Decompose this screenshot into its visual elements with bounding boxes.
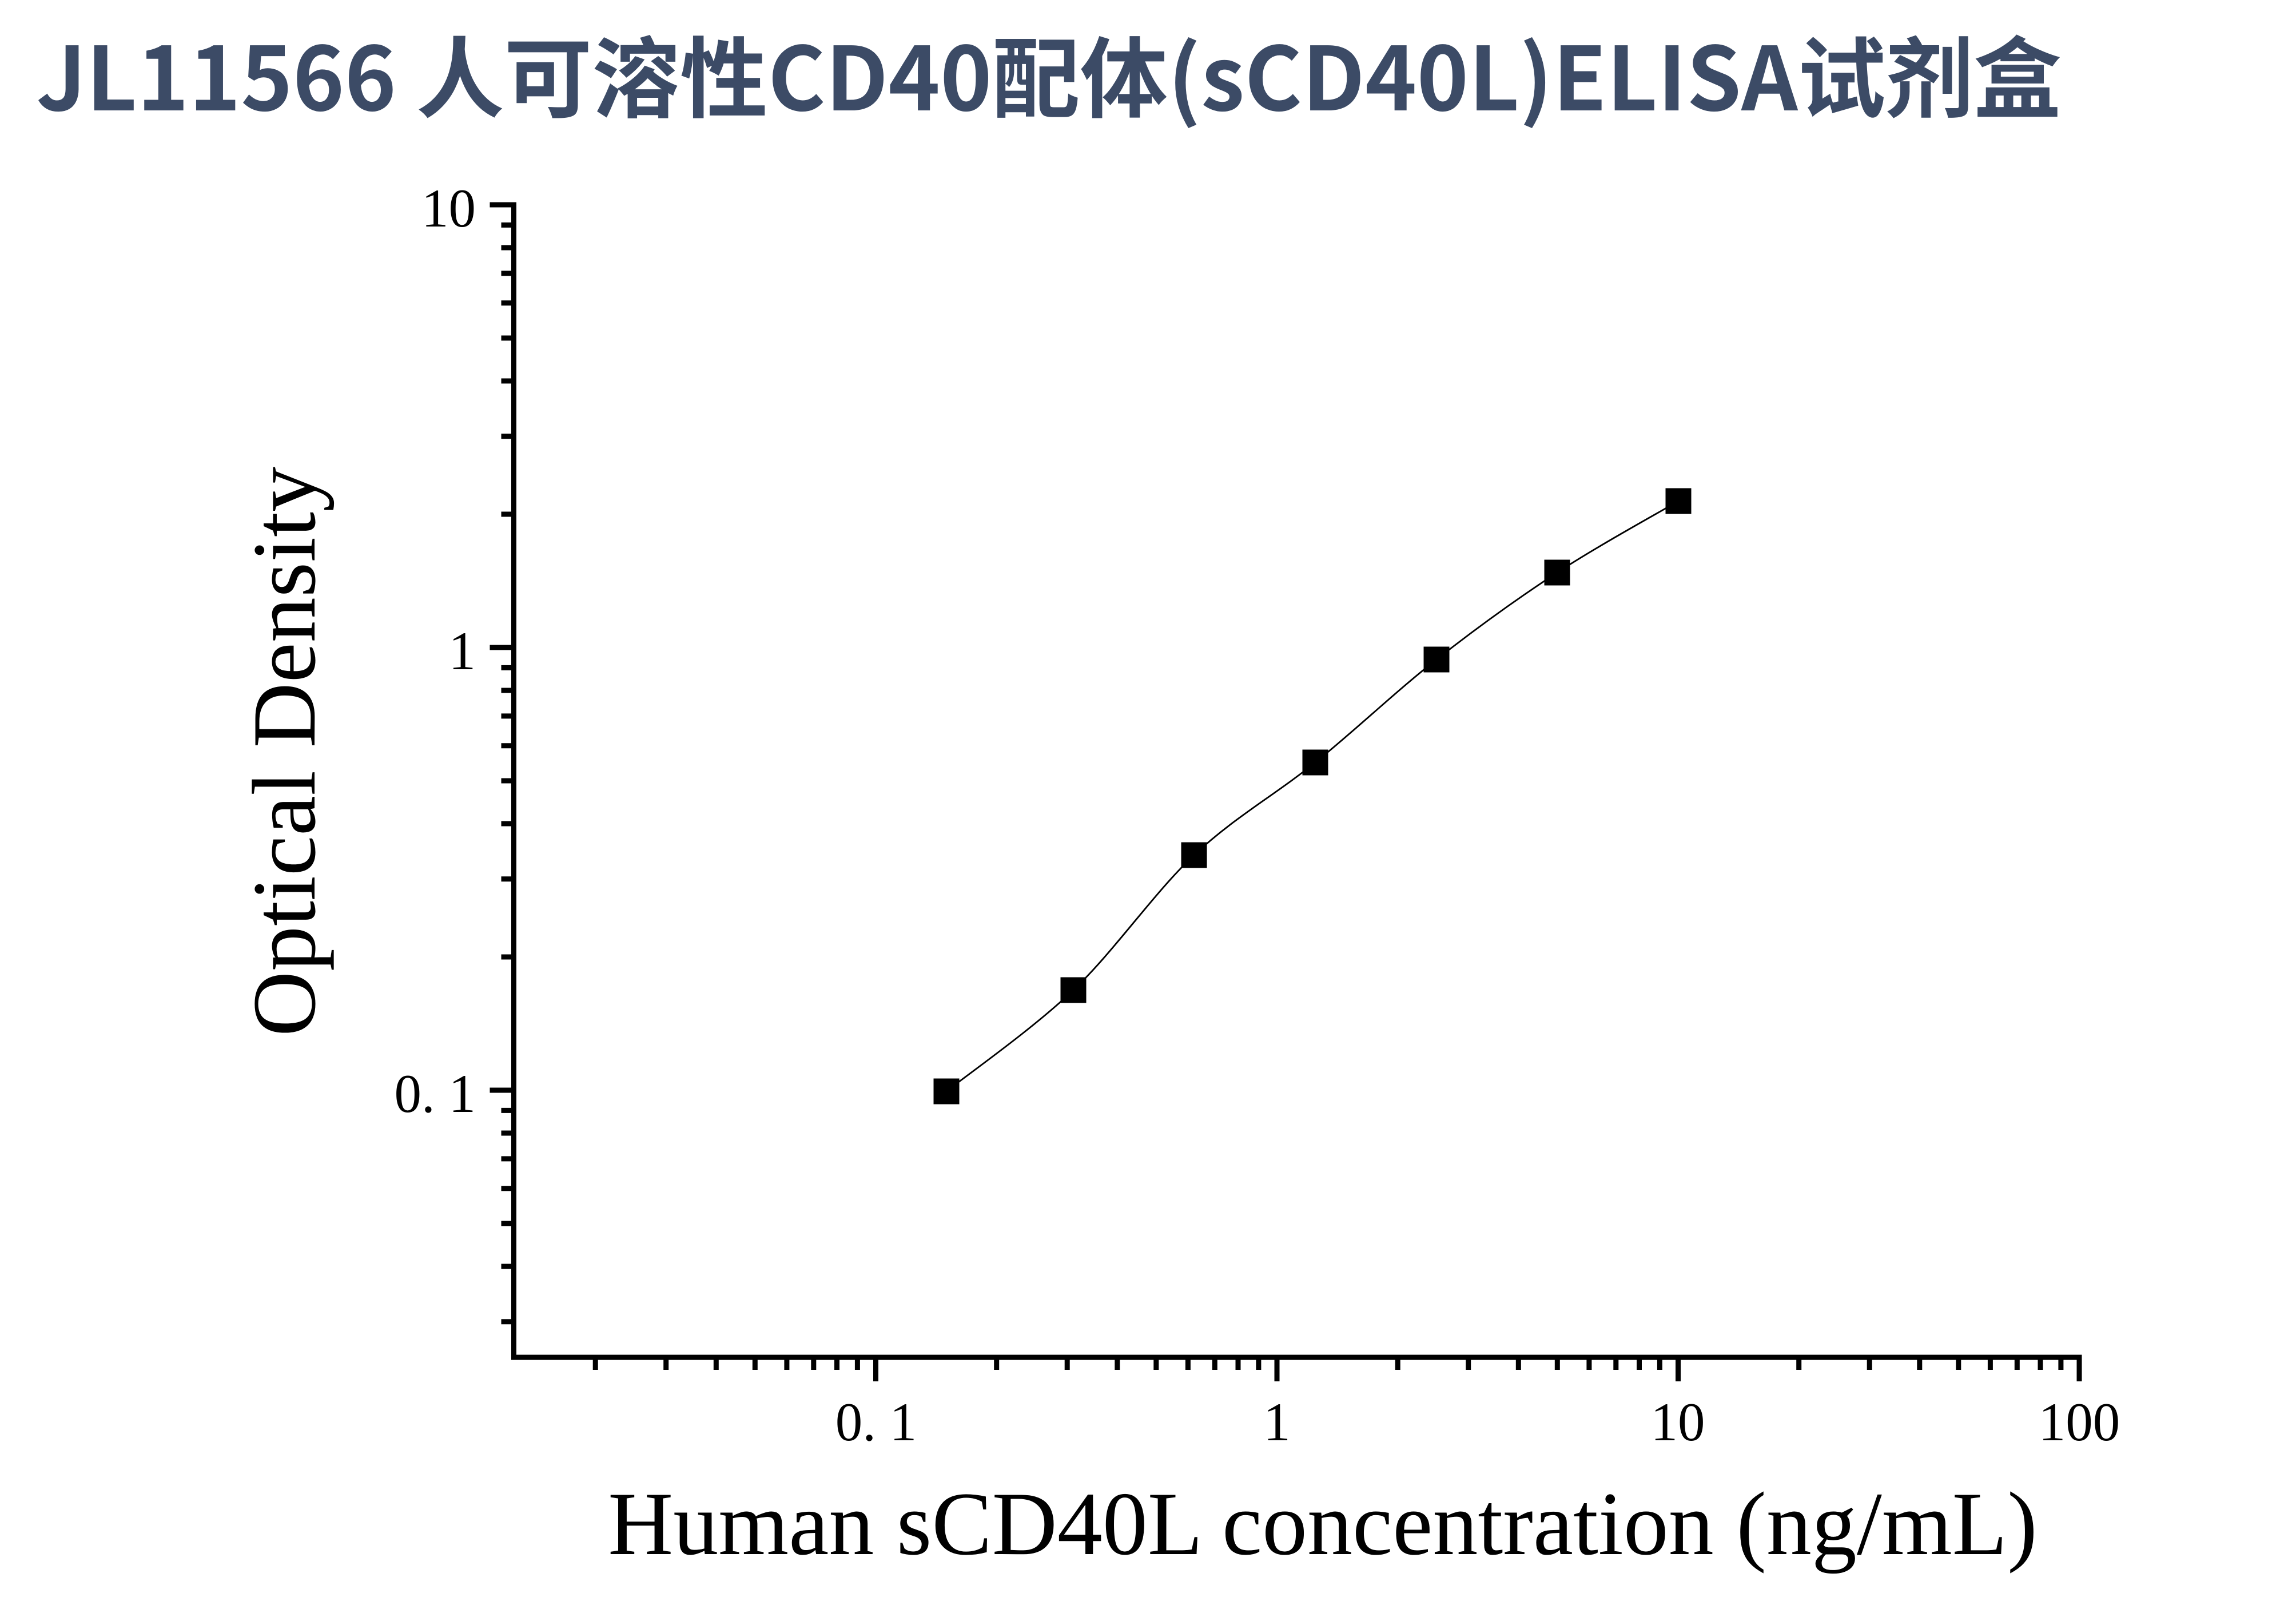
svg-text:1: 1 xyxy=(1263,1392,1291,1452)
svg-text:Human sCD40L concentration (ng: Human sCD40L concentration (ng/mL) xyxy=(608,1474,2038,1574)
svg-text:1: 1 xyxy=(449,621,476,681)
svg-text:0. 1: 0. 1 xyxy=(395,1063,476,1124)
svg-text:10: 10 xyxy=(421,178,476,239)
svg-text:Optical Density: Optical Density xyxy=(234,467,335,1036)
svg-text:0. 1: 0. 1 xyxy=(835,1392,917,1452)
svg-text:100: 100 xyxy=(2039,1392,2120,1452)
svg-text:10: 10 xyxy=(1651,1392,1705,1452)
